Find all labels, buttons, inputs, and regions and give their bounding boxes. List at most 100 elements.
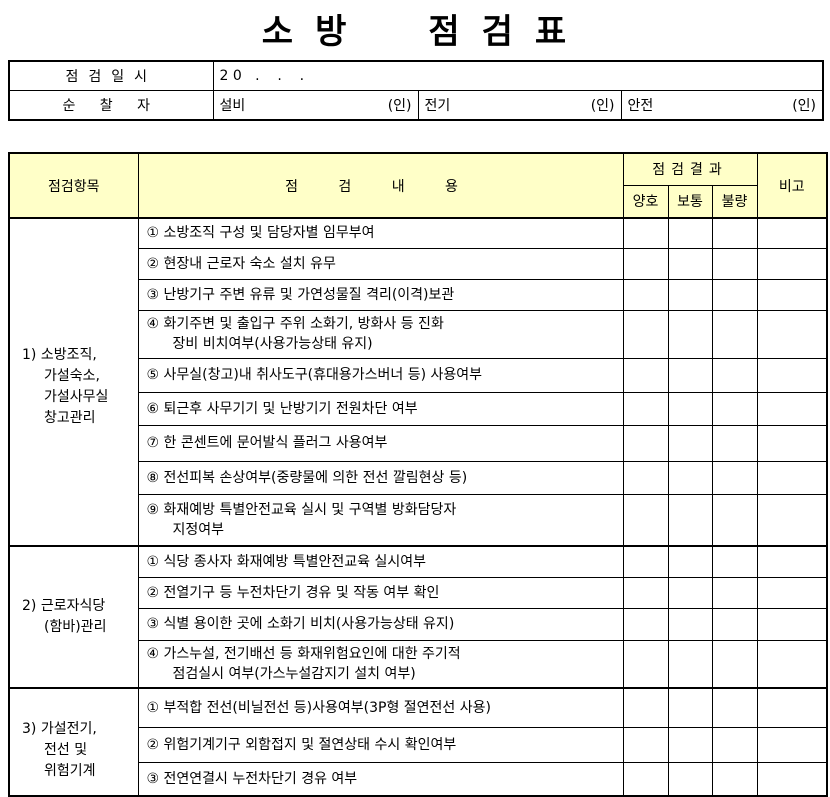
remarks-cell[interactable] [756, 247, 828, 280]
result-normal-cell[interactable] [667, 545, 713, 578]
remarks-cell[interactable] [756, 424, 828, 462]
date-label: 점검일시 [8, 60, 214, 91]
result-good-cell[interactable] [622, 761, 669, 797]
result-normal-cell[interactable] [667, 424, 713, 462]
info-table: 점검일시 2 0 . . . 순 찰 자 설비 (인) 전기 (인) 안전 (인) [8, 60, 825, 121]
remarks-cell[interactable] [756, 391, 828, 426]
check-item-text: 지정여부 [172, 521, 225, 538]
section-label: 2) 근로자식당 (함바)관리 [8, 545, 139, 689]
check-item: ① 부적합 전선(비닐전선 등)사용여부(3P형 절연전선 사용) [137, 687, 624, 728]
result-good-cell[interactable] [622, 424, 669, 462]
result-bad-cell[interactable] [711, 576, 758, 609]
check-item-text: ③ 식별 용이한 곳에 소화기 비치(사용가능상태 유지) [146, 616, 455, 632]
result-normal-cell[interactable] [667, 278, 713, 311]
check-item: ④ 가스누설, 전기배선 등 화재위험요인에 대한 주기적 점검실시 여부(가스누… [137, 639, 624, 689]
result-bad-cell[interactable] [711, 493, 758, 547]
check-item-text: ② 위험기계기구 외함접지 및 절연상태 수시 확인여부 [146, 736, 457, 753]
signer-safety[interactable]: 안전 (인) [620, 90, 824, 121]
result-good-cell[interactable] [622, 545, 669, 578]
section-label-line: 2) 근로자식당 [22, 598, 106, 614]
result-good-cell[interactable] [622, 460, 669, 495]
result-bad-cell[interactable] [711, 726, 758, 763]
result-bad-cell[interactable] [711, 687, 758, 728]
check-item-text: ④ 가스누설, 전기배선 등 화재위험요인에 대한 주기적 [146, 645, 461, 662]
result-good-cell[interactable] [622, 278, 669, 311]
result-good-cell[interactable] [622, 576, 669, 609]
remarks-cell[interactable] [756, 460, 828, 495]
result-normal-cell[interactable] [667, 247, 713, 280]
result-good-cell[interactable] [622, 309, 669, 359]
result-good-cell[interactable] [622, 357, 669, 393]
result-bad-cell[interactable] [711, 391, 758, 426]
result-normal-cell[interactable] [667, 460, 713, 495]
result-normal-cell[interactable] [667, 761, 713, 797]
seal-mark: (인) [792, 98, 817, 114]
date-field[interactable]: 2 0 . . . [212, 60, 824, 91]
remarks-cell[interactable] [756, 607, 828, 641]
remarks-cell[interactable] [756, 357, 828, 393]
section-label-line: (함바)관리 [44, 619, 107, 635]
remarks-cell[interactable] [756, 217, 828, 249]
result-bad-cell[interactable] [711, 424, 758, 462]
result-normal-cell[interactable] [667, 357, 713, 393]
remarks-cell[interactable] [756, 278, 828, 311]
table-row: ⑥ 퇴근후 사무기기 및 난방기기 전원차단 여부 [9, 391, 828, 426]
result-bad-cell[interactable] [711, 247, 758, 280]
table-row: ④ 가스누설, 전기배선 등 화재위험요인에 대한 주기적 점검실시 여부(가스누… [9, 639, 828, 689]
remarks-cell[interactable] [756, 761, 828, 797]
remarks-cell[interactable] [756, 687, 828, 728]
remarks-cell[interactable] [756, 576, 828, 609]
section-label-line: 전선 및 [44, 742, 88, 758]
remarks-cell[interactable] [756, 545, 828, 578]
section-label-line: 1) 소방조직, [22, 347, 97, 363]
result-bad-cell[interactable] [711, 761, 758, 797]
check-item: ③ 난방기구 주변 유류 및 가연성물질 격리(이격)보관 [137, 278, 624, 311]
result-normal-cell[interactable] [667, 493, 713, 547]
inspector-label: 순 찰 자 [8, 90, 214, 121]
remarks-cell[interactable] [756, 309, 828, 359]
result-bad-cell[interactable] [711, 545, 758, 578]
result-good-cell[interactable] [622, 607, 669, 641]
result-normal-cell[interactable] [667, 639, 713, 689]
signer-electric[interactable]: 전기 (인) [417, 90, 622, 121]
check-item-text: ⑥ 퇴근후 사무기기 및 난방기기 전원차단 여부 [146, 400, 418, 417]
result-good-cell[interactable] [622, 391, 669, 426]
result-good-cell[interactable] [622, 247, 669, 280]
title-char: 방 [315, 12, 349, 52]
remarks-cell[interactable] [756, 639, 828, 689]
result-normal-cell[interactable] [667, 726, 713, 763]
result-bad-cell[interactable] [711, 217, 758, 249]
result-good-cell[interactable] [622, 217, 669, 249]
table-row: 3) 가설전기, 전선 및 위험기계 ① 부적합 전선(비닐전선 등)사용여부(3P형… [8, 687, 828, 797]
remarks-cell[interactable] [756, 726, 828, 763]
section-label-line: 창고관리 [44, 410, 96, 426]
check-item: ⑤ 사무실(창고)내 취사도구(휴대용가스버너 등) 사용여부 [137, 357, 624, 393]
check-item-text: ⑧ 전선피복 손상여부(중량물에 의한 전선 깔림현상 등) [146, 469, 468, 486]
result-normal-cell[interactable] [667, 309, 713, 359]
result-bad-cell[interactable] [711, 607, 758, 641]
result-good-cell[interactable] [622, 493, 669, 547]
result-bad-cell[interactable] [711, 278, 758, 311]
result-bad-cell[interactable] [711, 460, 758, 495]
seal-mark: (인) [387, 98, 412, 114]
section-label-line: 3) 가설전기, [22, 721, 97, 737]
result-good-cell[interactable] [622, 726, 669, 763]
result-bad-cell[interactable] [711, 357, 758, 393]
result-good-cell[interactable] [622, 687, 669, 728]
check-item-text: ① 소방조직 구성 및 담당자별 임무부여 [146, 225, 375, 242]
signer-facility[interactable]: 설비 (인) [212, 90, 419, 121]
result-normal-cell[interactable] [667, 607, 713, 641]
result-good-cell[interactable] [622, 639, 669, 689]
result-bad-cell[interactable] [711, 639, 758, 689]
inspection-table: 점검항목 점 검 내 용 점검결과 비고 양호 보통 불량 1) 소방조직, 가설… [8, 152, 829, 797]
header-normal: 보통 [667, 184, 713, 219]
check-item: ② 전열기구 등 누전차단기 경유 및 작동 여부 확인 [137, 576, 624, 609]
table-row: 2) 근로자식당 (함바)관리 ① 식당 종사자 화재예방 특별안전교육 실시여부 [8, 545, 828, 689]
result-normal-cell[interactable] [667, 687, 713, 728]
result-normal-cell[interactable] [667, 217, 713, 249]
result-normal-cell[interactable] [667, 391, 713, 426]
result-normal-cell[interactable] [667, 576, 713, 609]
result-bad-cell[interactable] [711, 309, 758, 359]
remarks-cell[interactable] [756, 493, 828, 547]
